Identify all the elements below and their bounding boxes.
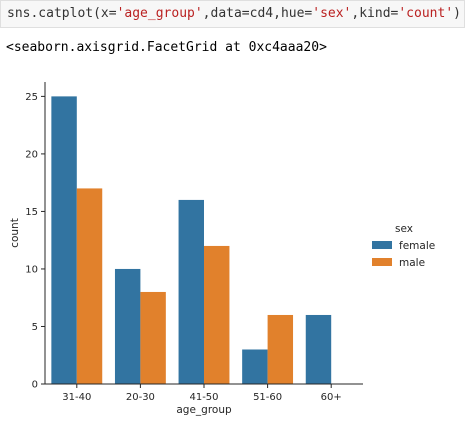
code-suffix: ) (453, 6, 461, 21)
legend-swatch-male (372, 258, 392, 266)
bar-female-51-60 (242, 349, 268, 384)
y-tick-label: 20 (25, 149, 38, 160)
output-text: <seaborn.axisgrid.FacetGrid at 0xc4aaa20… (6, 40, 327, 55)
code-cell[interactable]: sns.catplot(x='age_group',data=cd4,hue='… (0, 0, 465, 28)
bar-male-51-60 (267, 314, 294, 384)
code-arg-kind: 'count' (398, 6, 454, 21)
code-mid-2: ,kind= (351, 6, 399, 21)
legend-label-female: female (399, 240, 435, 252)
y-tick-label: 25 (25, 92, 38, 103)
bar-male-20-30 (140, 291, 166, 384)
legend-title: sex (395, 223, 413, 235)
bar-female-41-50 (178, 199, 204, 384)
x-tick-label: 51-60 (253, 392, 282, 403)
legend-label-male: male (399, 257, 425, 269)
y-axis-label: count (9, 218, 21, 248)
y-tick-label: 15 (25, 207, 38, 218)
code-mid-1: ,data=cd4,hue= (202, 6, 313, 21)
y-tick-label: 0 (32, 380, 38, 391)
bar-female-60+ (305, 314, 332, 384)
bar-female-20-30 (114, 268, 141, 384)
x-tick-label: 31-40 (62, 392, 91, 403)
bar-female-31-40 (51, 96, 77, 384)
code-arg-x: 'age_group' (116, 6, 203, 21)
y-tick-label: 10 (25, 264, 38, 275)
code-line[interactable]: sns.catplot(x='age_group',data=cd4,hue='… (7, 6, 461, 21)
y-tick-label: 5 (32, 322, 38, 333)
bar-male-31-40 (76, 188, 103, 384)
legend-swatch-female (372, 241, 392, 249)
code-prefix: sns.catplot(x= (7, 6, 117, 21)
code-arg-hue: 'sex' (312, 6, 352, 21)
x-tick-label: 41-50 (189, 392, 218, 403)
x-tick-label: 60+ (321, 392, 342, 403)
x-tick-label: 20-30 (126, 392, 155, 403)
bar-male-41-50 (204, 245, 230, 384)
x-axis-label: age_group (176, 404, 232, 416)
